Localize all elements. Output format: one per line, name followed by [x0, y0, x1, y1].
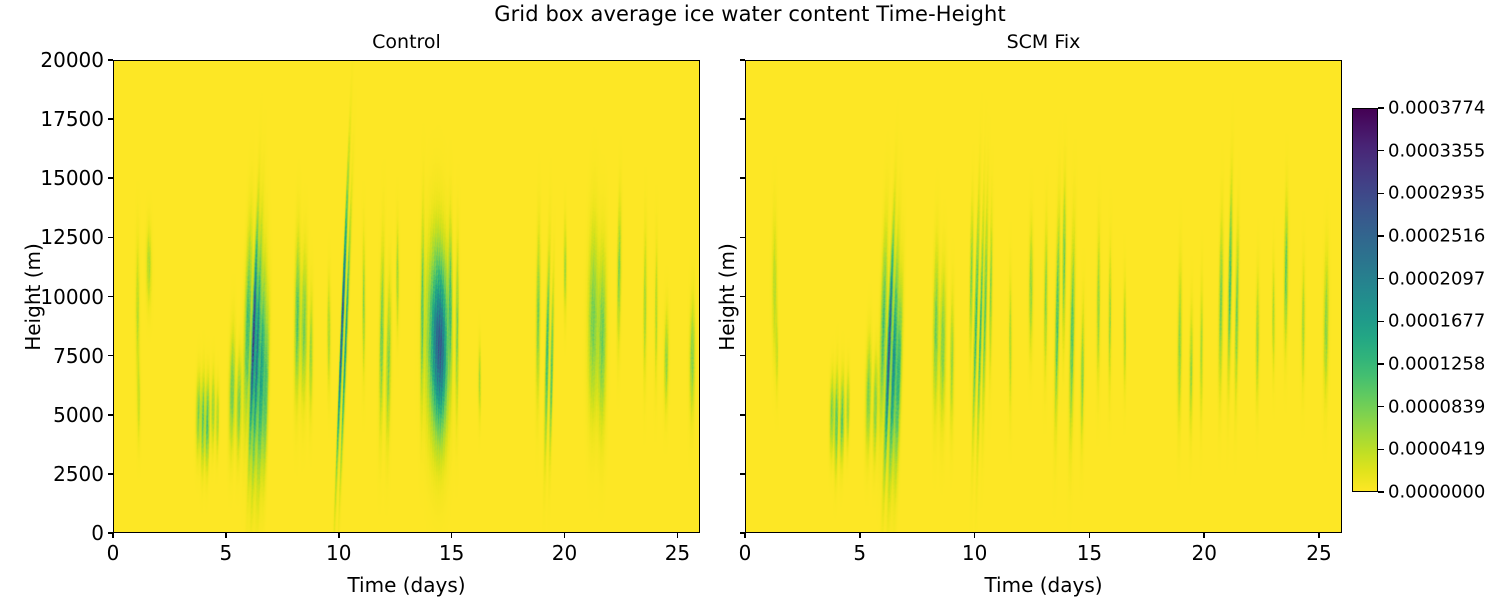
- colorbar-tick-2: [1378, 405, 1384, 408]
- y-tick-scm-fix-1: [740, 473, 745, 475]
- y-ticklabel-control-7: 17500: [40, 107, 104, 132]
- y-ticklabel-control-4: 10000: [40, 284, 104, 309]
- x-ticklabel-scm-fix-2: 10: [961, 541, 988, 565]
- colorbar-tick-6: [1378, 235, 1384, 237]
- colorbar-ticklabel-5: 0.0002097: [1388, 268, 1486, 290]
- colorbar-tick-1: [1378, 448, 1384, 451]
- y-tick-control-0: [108, 532, 113, 534]
- x-ticklabel-scm-fix-4: 20: [1191, 541, 1217, 565]
- figure-suptitle: Grid box average ice water content Time-…: [494, 2, 1006, 26]
- x-ticklabel-control-1: 5: [219, 541, 233, 565]
- y-tick-control-6: [108, 177, 113, 180]
- x-ticklabel-scm-fix-0: 0: [738, 541, 752, 565]
- y-tick-control-5: [108, 236, 113, 239]
- x-ticklabel-control-3: 15: [438, 541, 465, 565]
- x-tick-control-3: [450, 533, 453, 538]
- colorbar-ticklabel-3: 0.0001258: [1388, 353, 1486, 375]
- panel-control: Control: [113, 31, 700, 533]
- x-axis-label-control: Time (days): [347, 573, 466, 597]
- heatmap-canvas-control: [114, 61, 699, 532]
- x-ticklabel-control-4: 20: [551, 541, 578, 565]
- colorbar-tick-5: [1378, 277, 1384, 280]
- y-tick-control-8: [108, 59, 113, 61]
- y-ticklabel-control-0: 0: [91, 521, 104, 545]
- colorbar-tick-8: [1378, 149, 1384, 152]
- x-ticklabel-control-5: 25: [664, 541, 691, 565]
- colorbar-gradient: [1352, 108, 1378, 492]
- colorbar-ticklabel-9: 0.0003774: [1388, 97, 1486, 119]
- x-axis-label-scm-fix: Time (days): [984, 573, 1103, 597]
- colorbar-ticklabel-8: 0.0003355: [1388, 140, 1486, 162]
- x-ticklabel-scm-fix-1: 5: [853, 541, 867, 565]
- colorbar-ticklabel-2: 0.0000839: [1388, 396, 1486, 418]
- heatmap-field-control: [114, 61, 699, 532]
- x-tick-scm-fix-4: [1203, 533, 1206, 538]
- x-tick-control-2: [337, 533, 340, 538]
- x-tick-scm-fix-1: [859, 533, 861, 538]
- colorbar-tick-0: [1378, 491, 1384, 493]
- y-ticklabel-control-1: 2500: [53, 461, 104, 486]
- y-tick-scm-fix-3: [740, 354, 745, 357]
- colorbar-ticklabel-6: 0.0002516: [1388, 225, 1486, 247]
- x-tick-scm-fix-5: [1318, 533, 1320, 538]
- colorbar-ticklabel-4: 0.0001677: [1388, 310, 1486, 332]
- plot-area-control[interactable]: [113, 60, 700, 533]
- x-tick-control-5: [676, 533, 679, 538]
- colorbar-tick-4: [1378, 320, 1384, 323]
- y-tick-scm-fix-0: [740, 532, 745, 534]
- y-ticklabel-control-2: 5000: [53, 402, 104, 427]
- x-tick-scm-fix-0: [744, 533, 746, 538]
- x-tick-control-4: [563, 533, 566, 538]
- y-ticklabel-control-5: 12500: [40, 225, 104, 250]
- heatmap-field-scm-fix: [746, 61, 1341, 532]
- x-tick-scm-fix-3: [1088, 533, 1091, 538]
- y-axis-label-control: Height (m): [21, 242, 45, 351]
- x-tick-control-0: [112, 533, 114, 538]
- y-ticklabel-control-3: 7500: [53, 343, 104, 368]
- y-tick-scm-fix-2: [740, 413, 745, 416]
- panel-title-scm-fix: SCM Fix: [1006, 31, 1081, 53]
- x-ticklabel-scm-fix-3: 15: [1076, 541, 1103, 565]
- y-tick-scm-fix-7: [740, 118, 745, 120]
- heatmap-canvas-scm-fix: [746, 61, 1341, 532]
- y-tick-control-2: [108, 413, 113, 416]
- y-tick-scm-fix-8: [740, 59, 745, 61]
- panel-scm-fix: SCM Fix: [745, 31, 1342, 533]
- y-tick-scm-fix-4: [740, 295, 745, 298]
- colorbar-tick-3: [1378, 363, 1384, 365]
- x-tick-scm-fix-2: [973, 533, 976, 538]
- x-tick-control-1: [225, 533, 227, 538]
- colorbar: 0.0000000 0.0000419 0.0000839 0.0001258 0.00…: [1352, 98, 1485, 503]
- y-tick-control-4: [108, 295, 113, 298]
- panel-title-control: Control: [372, 31, 441, 53]
- colorbar-ticklabel-1: 0.0000419: [1388, 438, 1486, 460]
- y-tick-scm-fix-5: [740, 236, 745, 239]
- plot-area-scm-fix[interactable]: [745, 60, 1342, 533]
- colorbar-ticklabel-0: 0.0000000: [1388, 481, 1486, 503]
- y-tick-scm-fix-6: [740, 177, 745, 180]
- y-axis-label-scm-fix: Height (m): [715, 242, 739, 351]
- y-tick-control-1: [108, 473, 113, 475]
- y-ticklabel-control-8: 20000: [40, 48, 104, 72]
- x-ticklabel-scm-fix-5: 25: [1306, 541, 1332, 565]
- colorbar-tick-7: [1378, 192, 1384, 195]
- y-ticklabel-control-6: 15000: [40, 166, 104, 191]
- x-ticklabel-control-0: 0: [106, 541, 120, 565]
- y-tick-control-3: [108, 354, 113, 357]
- colorbar-ticklabel-7: 0.0002935: [1388, 182, 1486, 204]
- colorbar-tick-9: [1378, 107, 1384, 109]
- x-ticklabel-control-2: 10: [326, 541, 352, 565]
- y-tick-control-7: [108, 118, 113, 120]
